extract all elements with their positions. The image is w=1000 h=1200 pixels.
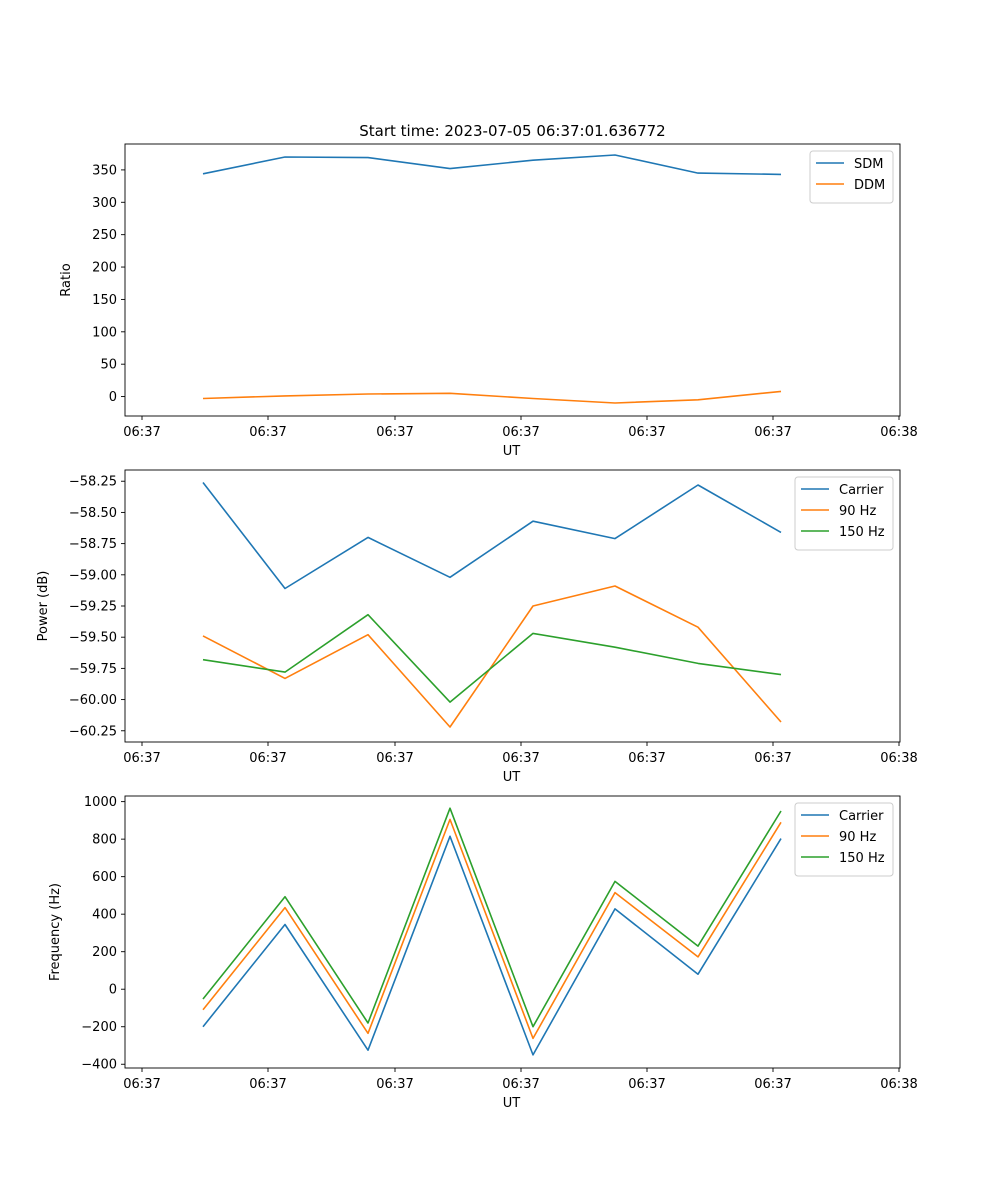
- legend-label: Carrier: [839, 809, 884, 824]
- y-axis-label: Frequency (Hz): [48, 883, 63, 981]
- legend-label: 90 Hz: [839, 830, 876, 845]
- axes-frame: [124, 469, 901, 743]
- x-tick-label: 06:37: [123, 425, 160, 440]
- x-tick-label: 06:37: [754, 751, 791, 766]
- x-tick-label: 06:37: [123, 1077, 160, 1092]
- y-tick-label: −200: [81, 1020, 117, 1035]
- x-tick-label: 06:37: [628, 425, 665, 440]
- series-line-150-hz: [202, 807, 782, 1028]
- y-tick-label: 50: [100, 358, 117, 373]
- x-tick-label: 06:37: [754, 425, 791, 440]
- y-tick-label: 300: [92, 196, 117, 211]
- legend-box: [809, 150, 894, 204]
- x-tick-label: 06:37: [249, 751, 286, 766]
- x-tick-label: 06:37: [123, 751, 160, 766]
- chart-panel-2: 06:37 06:37 06:37 06:37 06:37 06:37 06:38 −60.2…: [36, 469, 918, 785]
- x-tick-label: 06:37: [376, 425, 413, 440]
- y-tick-label: 100: [92, 325, 117, 340]
- y-tick-label: 0: [109, 390, 117, 405]
- x-axis-label: UT: [503, 1096, 521, 1111]
- axes-frame: [124, 143, 901, 417]
- series-line-90-hz: [202, 585, 782, 728]
- axes-frame: [124, 795, 901, 1069]
- y-tick-label: 350: [92, 163, 117, 178]
- y-tick-label: −58.50: [69, 506, 117, 521]
- series-line-150-hz: [202, 613, 782, 703]
- y-tick-label: 250: [92, 228, 117, 243]
- legend: Carrier 90 Hz 150 Hz: [794, 802, 894, 877]
- series-line-90-hz: [202, 818, 782, 1040]
- y-tick-label: 200: [92, 261, 117, 276]
- y-tick-label: −58.75: [69, 537, 117, 552]
- legend-label: SDM: [854, 157, 883, 172]
- x-tick-label: 06:37: [376, 1077, 413, 1092]
- legend-label: 90 Hz: [839, 504, 876, 519]
- y-tick-label: 1000: [84, 795, 117, 810]
- y-axis-label: Ratio: [59, 263, 74, 296]
- y-tick-label: −59.00: [69, 568, 117, 583]
- series-line-sdm: [202, 154, 782, 176]
- x-axis-label: UT: [503, 770, 521, 785]
- y-tick-label: −58.25: [69, 475, 117, 490]
- y-tick-label: −60.00: [69, 693, 117, 708]
- legend-label: DDM: [854, 178, 885, 193]
- chart-panel-3: 06:37 06:37 06:37 06:37 06:37 06:37 06:38 −400 −…: [48, 795, 918, 1111]
- y-tick-label: −59.75: [69, 662, 117, 677]
- x-tick-label: 06:38: [880, 751, 917, 766]
- y-axis-label: Power (dB): [36, 571, 51, 642]
- series-line-carrier: [202, 835, 782, 1056]
- x-tick-label: 06:37: [628, 1077, 665, 1092]
- x-tick-label: 06:37: [376, 751, 413, 766]
- legend: SDM DDM: [809, 150, 894, 204]
- y-tick-label: 800: [92, 833, 117, 848]
- y-tick-label: −60.25: [69, 724, 117, 739]
- x-tick-label: 06:37: [502, 751, 539, 766]
- y-tick-label: −400: [81, 1058, 117, 1073]
- y-tick-label: 200: [92, 945, 117, 960]
- y-tick-label: 400: [92, 908, 117, 923]
- x-tick-label: 06:37: [249, 425, 286, 440]
- series-line-carrier: [202, 482, 782, 590]
- x-tick-label: 06:38: [880, 425, 917, 440]
- y-tick-label: −59.50: [69, 631, 117, 646]
- y-tick-label: 150: [92, 293, 117, 308]
- chart-panel-1: Start time: 2023-07-05 06:37:01.636772 06…: [59, 122, 918, 459]
- x-tick-label: 06:38: [880, 1077, 917, 1092]
- x-axis-label: UT: [503, 444, 521, 459]
- legend: Carrier 90 Hz 150 Hz: [794, 476, 894, 551]
- x-tick-label: 06:37: [249, 1077, 286, 1092]
- legend-label: 150 Hz: [839, 525, 885, 540]
- x-tick-label: 06:37: [754, 1077, 791, 1092]
- y-tick-label: 600: [92, 870, 117, 885]
- series-line-ddm: [202, 390, 782, 404]
- legend-label: Carrier: [839, 483, 884, 498]
- x-tick-label: 06:37: [502, 1077, 539, 1092]
- x-tick-label: 06:37: [502, 425, 539, 440]
- y-tick-label: 0: [109, 983, 117, 998]
- chart-title: Start time: 2023-07-05 06:37:01.636772: [359, 122, 665, 140]
- x-tick-label: 06:37: [628, 751, 665, 766]
- legend-label: 150 Hz: [839, 851, 885, 866]
- y-tick-label: −59.25: [69, 600, 117, 615]
